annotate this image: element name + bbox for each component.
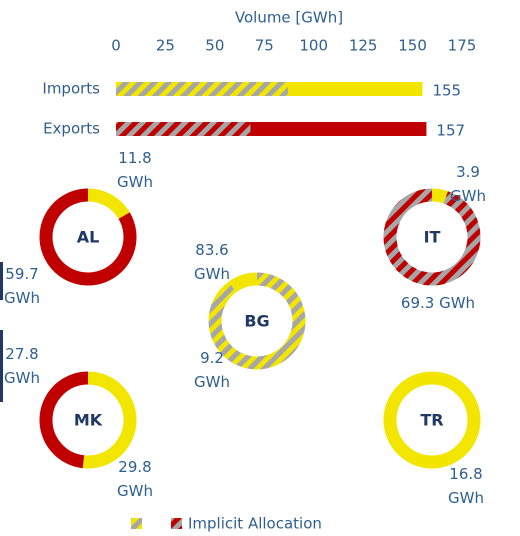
country-label: AL [77, 228, 100, 247]
bar-segment [250, 122, 427, 136]
country-label: MK [74, 411, 103, 430]
segment-label: 29.8 GWh [117, 458, 153, 500]
country-label: TR [420, 411, 443, 430]
segment-label: 69.3 GWh [400, 294, 476, 312]
category-label: Exports [43, 120, 100, 138]
legend-swatch [171, 518, 182, 529]
country-label: BG [244, 312, 269, 331]
segment-label: 83.6 GWh [194, 241, 230, 283]
legend-swatch [131, 518, 142, 529]
segment-label: 3.9 GWh [450, 163, 486, 205]
total-label: 157 [436, 122, 465, 140]
donut-segment [431, 188, 448, 204]
category-label: Imports [42, 80, 100, 98]
axis-title: Volume [GWh] [235, 9, 343, 27]
country-label: IT [424, 228, 441, 247]
legend-label: Implicit Allocation [188, 515, 322, 533]
donut-segment [82, 371, 137, 469]
bar-segment [116, 122, 251, 136]
x-tick-label: 100 [299, 37, 328, 55]
total-label: 155 [432, 82, 461, 100]
segment-label: 16.8 GWh [448, 465, 484, 507]
x-tick-label: 175 [448, 37, 477, 55]
x-tick-label: 0 [111, 37, 121, 55]
x-tick-label: 125 [349, 37, 378, 55]
donut-segment [228, 272, 258, 293]
x-tick-label: 150 [398, 37, 427, 55]
segment-label: 9.2 GWh [194, 349, 230, 391]
edge-bar [0, 330, 3, 402]
donut-segment [383, 188, 481, 286]
x-tick-label: 25 [156, 37, 175, 55]
x-tick-label: 50 [205, 37, 224, 55]
x-tick-label: 75 [255, 37, 274, 55]
segment-label: 11.8 GWh [117, 149, 153, 191]
bar-segment [288, 82, 423, 96]
donut-segment [208, 272, 306, 370]
donut-segment [39, 371, 89, 469]
segment-label: 27.8 GWh [4, 345, 40, 387]
donut-segment [39, 188, 137, 286]
donut-segment [87, 188, 130, 220]
donut-segment [383, 371, 481, 469]
edge-bar [0, 262, 3, 300]
bar-segment [116, 82, 289, 96]
segment-label: 59.7 GWh [4, 265, 40, 307]
